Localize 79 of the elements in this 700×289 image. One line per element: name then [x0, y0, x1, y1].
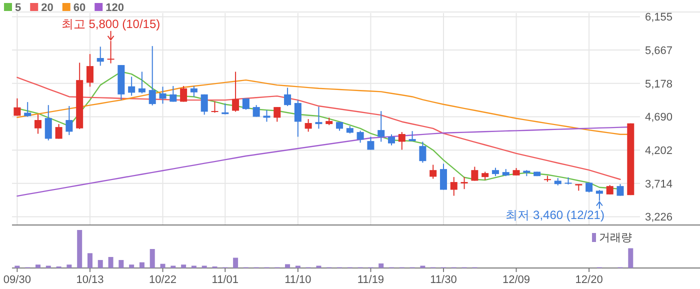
- bar: [150, 249, 155, 268]
- legend-label: 5: [15, 2, 22, 14]
- candlestick: [66, 106, 73, 136]
- x-tick-label: 12/20: [575, 274, 603, 286]
- candlestick: [190, 86, 198, 98]
- x-tick-label: 10/22: [148, 274, 177, 286]
- candlestick: [128, 76, 136, 96]
- candlestick: [616, 184, 624, 196]
- candlestick: [180, 86, 188, 102]
- bar: [66, 264, 72, 268]
- candlestick: [263, 110, 270, 122]
- legend-label: 거래량: [599, 232, 632, 244]
- candlestick: [284, 87, 292, 107]
- x-tick-label: 12/09: [502, 274, 530, 286]
- y-tick-label: 5,178: [645, 78, 673, 90]
- candlestick: [430, 164, 437, 180]
- candlestick: [367, 136, 374, 150]
- legend-label: 60: [73, 2, 86, 14]
- candlestick: [14, 98, 21, 116]
- x-tick-label: 11/10: [284, 274, 312, 286]
- candlestick: [460, 176, 468, 190]
- candlestick: [294, 100, 302, 138]
- candlestick: [378, 110, 385, 142]
- candlestick: [211, 100, 218, 114]
- y-tick-label: 3,226: [645, 212, 673, 224]
- candlestick: [55, 124, 62, 140]
- candlestick: [159, 86, 166, 104]
- y-tick-label: 3,714: [645, 178, 673, 190]
- candlestick: [200, 94, 208, 116]
- candlestick: [596, 190, 603, 202]
- bar: [98, 260, 103, 268]
- candlestick: [450, 176, 458, 196]
- candlestick: [138, 71, 146, 94]
- bar: [118, 260, 124, 268]
- candlestick: [315, 106, 322, 130]
- x-tick-label: 11/01: [212, 274, 239, 286]
- bar: [181, 264, 186, 268]
- bar: [160, 264, 166, 268]
- candlestick: [471, 166, 478, 182]
- candlestick: [586, 182, 593, 193]
- candlestick: [274, 106, 281, 122]
- bar: [285, 264, 290, 268]
- x-tick-label: 10/13: [76, 274, 104, 286]
- bar: [87, 253, 92, 268]
- bar: [77, 230, 82, 268]
- y-tick-label: 5,667: [645, 45, 673, 58]
- annotation: 최저 3,460 (12/21): [506, 208, 604, 222]
- candlestick: [24, 102, 32, 118]
- x-tick-label: 11/19: [357, 274, 384, 286]
- candlestick: [304, 118, 312, 132]
- bar: [108, 256, 114, 268]
- y-tick-label: 6,155: [645, 12, 673, 24]
- candlestick: [419, 141, 426, 164]
- legend-label: 120: [106, 2, 124, 14]
- y-tick-label: 4,202: [645, 145, 673, 158]
- candlestick: [107, 40, 114, 64]
- candlestick: [148, 46, 156, 106]
- legend-label: 20: [41, 2, 54, 14]
- candlestick: [398, 132, 406, 150]
- candlestick: [606, 184, 614, 195]
- bar: [35, 264, 40, 268]
- candlestick: [96, 46, 104, 66]
- bar: [378, 263, 384, 268]
- candlestick: [440, 163, 447, 190]
- candlestick: [388, 134, 396, 146]
- x-tick-label: 11/30: [430, 274, 457, 286]
- candlestick: [44, 104, 52, 141]
- candlestick: [232, 71, 240, 112]
- candlestick: [170, 86, 177, 102]
- y-tick-label: 4,690: [645, 112, 673, 124]
- candlestick: [34, 114, 42, 134]
- bar: [628, 248, 634, 268]
- annotation: 최고 5,800 (10/15): [61, 16, 160, 31]
- bar: [233, 258, 238, 268]
- bar: [129, 264, 134, 268]
- bar: [139, 262, 144, 268]
- candlestick: [356, 130, 364, 144]
- candlestick: [86, 54, 94, 88]
- x-tick-label: 09/30: [3, 274, 31, 286]
